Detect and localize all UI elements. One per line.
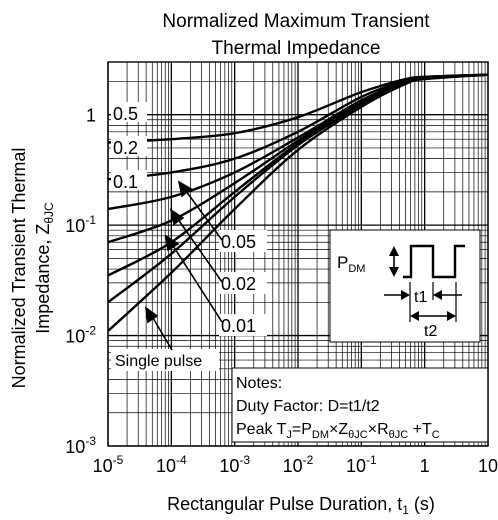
y-axis-label: Normalized Transient Thermal Impedance, … xyxy=(9,148,56,389)
t2-arrowhead-right xyxy=(447,311,456,321)
x-axis-label: Rectangular Pulse Duration, t1 (s) xyxy=(167,494,435,517)
notes-duty-factor: Duty Factor: D=t1/t2 xyxy=(236,398,380,415)
pdm-arrowhead-down xyxy=(389,267,399,277)
plot-frame xyxy=(107,61,489,447)
curve-label-single-pulse: Single pulse xyxy=(115,353,202,370)
x-tick-label: 10-1 xyxy=(346,453,377,476)
curve-label-0.01: 0.01 xyxy=(221,316,256,336)
pulse-waveform xyxy=(403,244,465,279)
chart-title-line1: Normalized Maximum Transient xyxy=(162,11,430,32)
label-arrows xyxy=(144,180,223,351)
arrow-0.01 xyxy=(169,240,223,323)
x-tick-label: 10-2 xyxy=(283,453,314,476)
arrowhead-0.05 xyxy=(177,180,193,198)
inset-box xyxy=(329,229,481,343)
curve-label-0.1: 0.1 xyxy=(113,172,138,192)
curve-label-0.5: 0.5 xyxy=(113,104,138,124)
notes-box: Notes: Duty Factor: D=t1/t2 Peak TJ=PDM×… xyxy=(231,367,489,443)
y-tick-label: 10-2 xyxy=(65,324,96,347)
arrow-0.02 xyxy=(174,214,223,283)
y-tick-label: 10-1 xyxy=(65,213,96,236)
y-tick-labels: 1 10-1 10-2 10-3 xyxy=(65,106,96,457)
inset-pdm-label: PDM xyxy=(337,253,365,275)
curve-label-0.2: 0.2 xyxy=(113,138,138,158)
arrowhead-single-pulse xyxy=(144,306,159,324)
inset-t2-label: t2 xyxy=(424,323,437,340)
notes-peak-formula: Peak TJ=PDM×ZθJC×RθJC +TC xyxy=(236,421,440,441)
pulse-inset: PDM t1 t2 xyxy=(329,229,481,343)
x-tick-label: 10-3 xyxy=(219,453,250,476)
curve-labels: 0.5 0.2 0.1 0.05 0.02 0.01 Single pulse xyxy=(111,102,267,371)
x-tick-labels: 10-5 10-4 10-3 10-2 10-1 1 10 xyxy=(93,453,498,476)
x-tick-label: 10-5 xyxy=(93,453,124,476)
y-tick-label: 1 xyxy=(86,106,96,126)
chart-title-line2: Thermal Impedance xyxy=(212,38,381,59)
notes-background xyxy=(231,367,489,443)
curve-single-pulse xyxy=(107,73,489,332)
x-tick-label: 10 xyxy=(478,456,498,476)
curve-label-0.02: 0.02 xyxy=(221,274,256,294)
inset-t1-label: t1 xyxy=(414,289,427,306)
curve-label-0.05: 0.05 xyxy=(221,232,256,252)
y-tick-label: 10-3 xyxy=(65,434,96,457)
arrow-0.05 xyxy=(182,186,223,241)
y-axis-label-line1: Normalized Transient Thermal xyxy=(9,148,29,389)
notes-heading: Notes: xyxy=(236,375,282,392)
arrowhead-0.01 xyxy=(164,234,180,252)
y-axis-label-line2: Impedance, ZθJC xyxy=(33,202,56,334)
pdm-arrowhead-up xyxy=(389,246,399,256)
t2-arrowhead-left xyxy=(410,311,419,321)
t1-arrowhead-left xyxy=(401,290,410,300)
x-tick-label: 1 xyxy=(420,456,430,476)
arrowhead-0.02 xyxy=(169,208,185,226)
x-tick-label: 10-4 xyxy=(156,453,187,476)
t1-arrowhead-right xyxy=(433,290,442,300)
